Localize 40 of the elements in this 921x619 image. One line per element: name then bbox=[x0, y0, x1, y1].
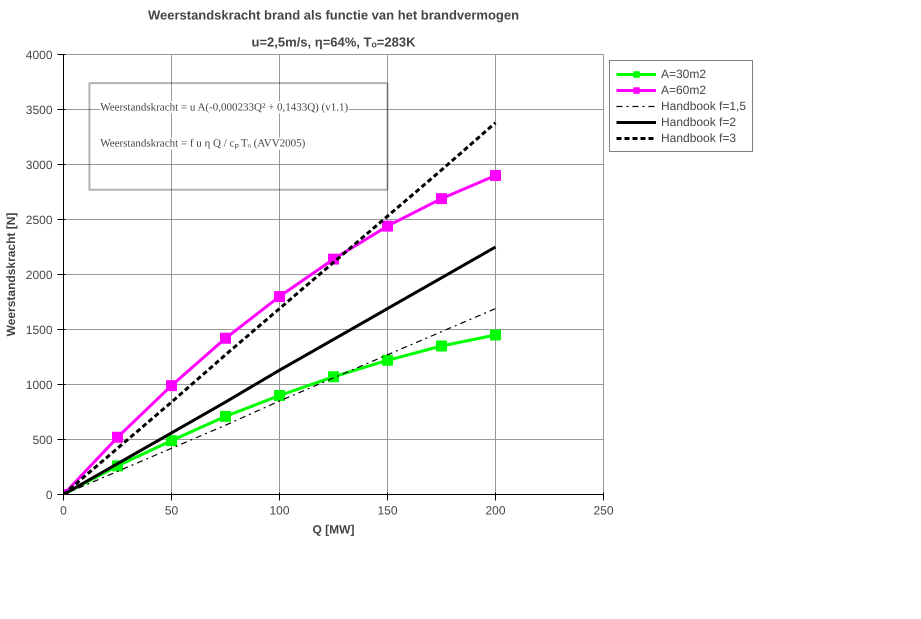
point bbox=[490, 170, 501, 181]
point bbox=[382, 354, 393, 366]
y-tick-label: 2500 bbox=[26, 213, 53, 227]
point bbox=[490, 330, 501, 340]
point bbox=[382, 220, 393, 232]
point bbox=[436, 193, 447, 204]
legend-label: Handbook f=1,5 bbox=[661, 99, 746, 113]
y-tick-label: 0 bbox=[46, 488, 53, 502]
y-tick-label: 1000 bbox=[26, 378, 53, 392]
point bbox=[220, 332, 231, 344]
x-tick-label: 50 bbox=[164, 504, 178, 518]
chart-title: Weerstandskracht brand als functie van het brandvermogen bbox=[148, 8, 520, 22]
point bbox=[220, 410, 231, 422]
y-tick-label: 3000 bbox=[26, 158, 53, 172]
point bbox=[166, 435, 177, 446]
point bbox=[274, 390, 285, 401]
chart-subtitle: u=2,5m/s, η=64%, Tₒ=283K bbox=[252, 34, 416, 50]
point bbox=[274, 291, 285, 302]
legend-label: Handbook f=3 bbox=[661, 131, 736, 145]
y-tick-label: 1500 bbox=[26, 323, 53, 337]
legend-label: A=30m2 bbox=[661, 67, 706, 81]
x-axis-title: Q [MW] bbox=[312, 522, 354, 536]
legend-label: Handbook f=2 bbox=[661, 115, 736, 129]
y-tick-label: 500 bbox=[32, 433, 53, 447]
x-tick-label: 200 bbox=[485, 504, 506, 518]
annotation: Weerstandskracht = u A(-0,000233Q² + 0,1433Q) (v1.1) bbox=[100, 101, 348, 114]
annotation: Weerstandskracht = f u η Q / cₚ Tₒ (AVV2005) bbox=[100, 138, 306, 150]
point bbox=[112, 432, 123, 443]
y-tick-label: 3500 bbox=[26, 103, 53, 117]
x-tick-label: 0 bbox=[60, 504, 68, 518]
legend-label: A=60m2 bbox=[661, 83, 706, 97]
x-tick-label: 100 bbox=[269, 504, 290, 518]
point bbox=[436, 340, 447, 352]
y-tick-label: 4000 bbox=[26, 48, 53, 62]
point bbox=[328, 371, 339, 382]
y-tick-label: 2000 bbox=[26, 268, 53, 282]
x-tick-label: 250 bbox=[593, 504, 614, 518]
y-axis-title: Weerstandskracht [N] bbox=[4, 212, 18, 336]
x-tick-label: 150 bbox=[377, 504, 398, 518]
point bbox=[166, 380, 177, 392]
